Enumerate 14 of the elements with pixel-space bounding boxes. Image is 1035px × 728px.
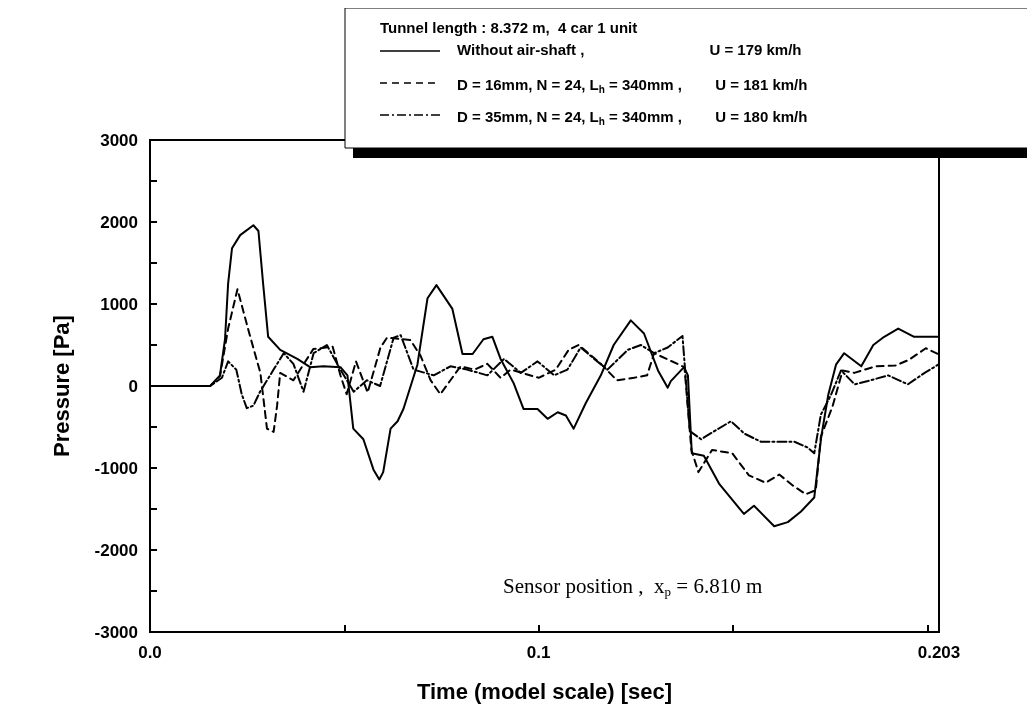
y-tick-label: 3000 <box>100 130 138 150</box>
y-tick-label: 2000 <box>100 212 138 232</box>
y-tick-label: 0 <box>128 376 138 396</box>
y-tick-label: 1000 <box>100 294 138 314</box>
legend-label: Without air-shaft , U = 179 km/h <box>457 41 802 58</box>
x-axis-title: Time (model scale) [sec] <box>416 678 673 704</box>
y-axis-title: Pressure [Pa] <box>48 315 74 457</box>
x-tick-label: 0.1 <box>526 643 551 662</box>
x-tick-label: 0.0 <box>138 643 162 662</box>
y-tick-label: -1000 <box>94 458 138 478</box>
y-tick-label: -2000 <box>94 540 138 560</box>
y-tick-label: -3000 <box>94 622 138 642</box>
legend-title: Tunnel length : 8.372 m, 4 car 1 unit <box>380 19 638 36</box>
x-tick-label: 0.203 <box>917 643 961 662</box>
